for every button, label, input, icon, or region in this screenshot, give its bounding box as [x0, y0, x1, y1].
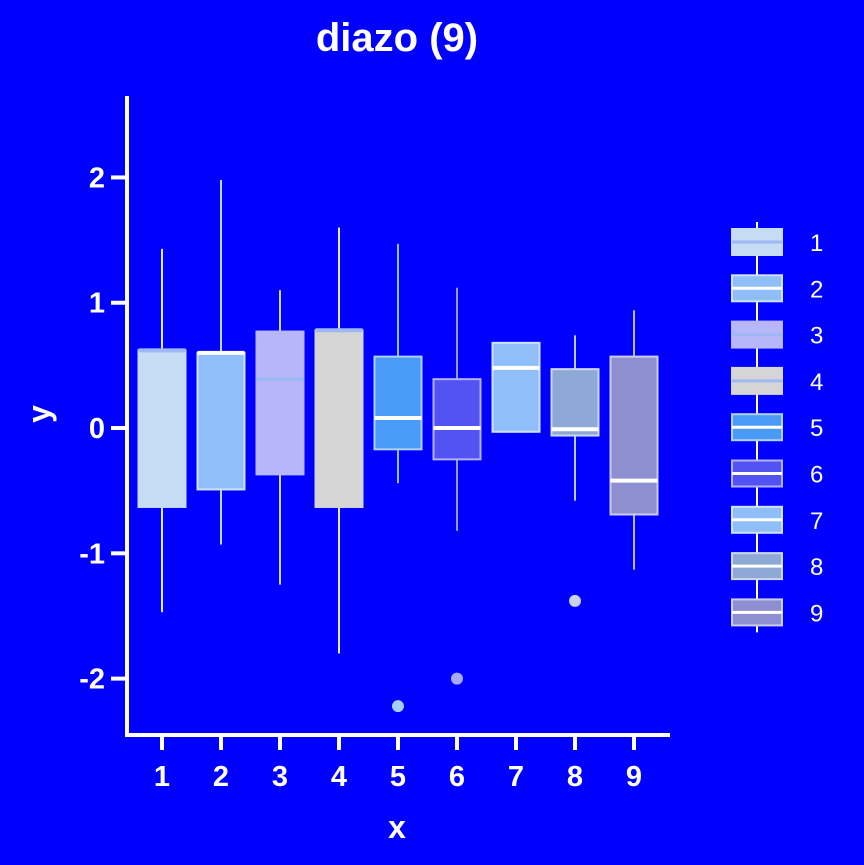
legend-item-3: 3 — [731, 320, 823, 350]
outlier-point — [451, 672, 463, 685]
x-tick-label: 9 — [626, 761, 642, 793]
legend-item-2: 2 — [731, 274, 823, 303]
box-iqr — [196, 351, 246, 491]
y-axis-title: y — [21, 405, 57, 423]
x-tick-label: 7 — [508, 761, 524, 793]
box-group-1 — [137, 248, 187, 613]
legend-item-1: 1 — [731, 228, 823, 257]
box-group-5 — [373, 243, 423, 713]
legend-label: 5 — [810, 415, 823, 442]
legend-label: 8 — [810, 554, 823, 581]
box-iqr — [491, 341, 541, 433]
legend-label: 3 — [810, 323, 823, 350]
box-iqr — [255, 330, 305, 476]
box-group-8 — [550, 335, 600, 607]
box-iqr — [550, 368, 600, 437]
x-tick-label: 1 — [154, 761, 170, 793]
box-iqr — [373, 355, 423, 451]
x-axis-title: x — [388, 809, 406, 845]
outlier-point — [392, 700, 404, 713]
x-tick-label: 5 — [390, 761, 406, 793]
legend-item-8: 8 — [731, 552, 823, 581]
box-group-6 — [432, 287, 482, 685]
legend-label: 9 — [810, 600, 823, 627]
box-group-9 — [609, 310, 659, 570]
legend-item-7: 7 — [731, 505, 823, 535]
y-tick-label: -1 — [79, 538, 105, 570]
y-tick-label: 0 — [89, 413, 105, 445]
legend-item-4: 4 — [731, 366, 823, 396]
legend-item-6: 6 — [731, 459, 823, 489]
box-iqr — [137, 349, 187, 508]
x-tick-label: 2 — [213, 761, 229, 793]
box-iqr — [432, 378, 482, 461]
outlier-point — [569, 594, 581, 607]
x-tick-label: 3 — [272, 761, 288, 793]
legend-label: 7 — [810, 508, 823, 535]
legend-label: 2 — [810, 276, 823, 303]
box-group-3 — [255, 290, 305, 585]
x-tick-label: 6 — [449, 761, 465, 793]
box-iqr — [314, 329, 364, 508]
legend-label: 4 — [810, 369, 823, 396]
box-group-2 — [196, 179, 246, 545]
legend-item-5: 5 — [731, 413, 823, 442]
x-tick-label: 4 — [331, 761, 347, 793]
box-group-4 — [314, 227, 364, 654]
boxes-layer — [137, 179, 659, 713]
legend-label: 6 — [810, 462, 823, 489]
y-tick-label: -2 — [79, 664, 105, 696]
box-group-7 — [491, 341, 541, 433]
box-iqr — [609, 355, 659, 516]
y-tick-label: 1 — [89, 288, 105, 320]
legend-label: 1 — [810, 230, 823, 257]
x-tick-label: 8 — [567, 761, 583, 793]
legend-item-9: 9 — [731, 598, 823, 627]
legend: 1 2 3 4 5 6 7 8 9 — [731, 222, 823, 633]
axes-layer: -2 -1 0 1 2 1 2 3 4 5 6 7 8 9 — [79, 96, 670, 793]
y-tick-label: 2 — [89, 162, 105, 194]
chart-title: diazo (9) — [316, 16, 478, 60]
